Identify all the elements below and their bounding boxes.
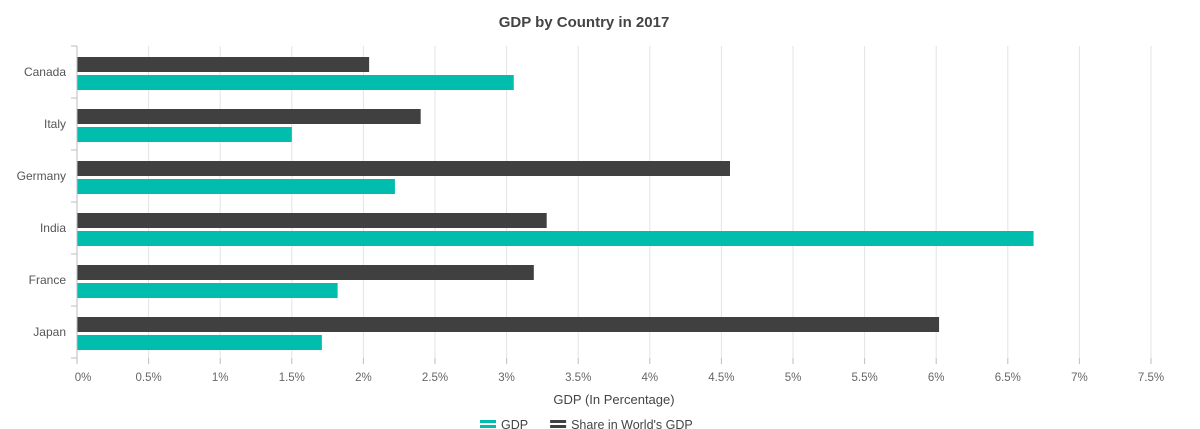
x-tick-label: 7.5% [1138,372,1164,384]
legend-swatch [480,425,496,428]
category-label: Germany [17,169,66,183]
bar-india-share [77,213,547,228]
chart-title: GDP by Country in 2017 [499,14,670,31]
legend-label: GDP [501,418,528,429]
bar-italy-share [77,109,421,124]
category-label: Canada [24,65,66,79]
legend-item: Share in World's GDP [550,418,693,429]
bar-germany-gdp [77,179,395,194]
category-label: Japan [33,325,66,339]
category-labels: Canada Italy Germany India France Japan [17,65,67,339]
x-tick-label: 5% [785,372,802,384]
legend-swatch [480,420,496,423]
x-tick-label: 4.5% [708,372,734,384]
category-label: Italy [44,117,66,131]
category-label: France [29,273,67,287]
axes [71,45,1152,364]
x-tick-label: 7% [1071,372,1088,384]
x-tick-label: 5.5% [851,372,877,384]
category-label: India [40,221,66,235]
legend: GDP Share in World's GDP [480,418,693,429]
bar-india-gdp [77,231,1034,246]
x-axis-title: GDP (In Percentage) [553,392,674,407]
x-tick-label: 2.5% [422,372,448,384]
x-tick-labels: 0% 0.5% 1% 1.5% 2% 2.5% 3% 3.5% 4% 4.5% 5% 5.5% 6% 6.… [75,372,1164,384]
x-tick-label: 6% [928,372,945,384]
bar-canada-share [77,57,370,72]
legend-label: Share in World's GDP [571,418,693,429]
x-tick-label: 1.5% [279,372,305,384]
x-tick-label: 4% [641,372,658,384]
legend-swatch [550,420,567,423]
x-tick-label: 1% [212,372,229,384]
bar-france-share [77,265,534,280]
x-tick-label: 0% [75,372,92,384]
bar-france-gdp [77,283,338,298]
grid-lines [148,46,1152,358]
bar-japan-share [77,317,940,332]
bar-italy-gdp [77,127,292,142]
x-tick-label: 3.5% [565,372,591,384]
bar-germany-share [77,161,730,176]
bar-japan-gdp [77,335,322,350]
bars [77,57,1034,350]
x-tick-label: 3% [498,372,515,384]
x-tick-label: 2% [355,372,372,384]
bar-canada-gdp [77,75,514,90]
x-tick-label: 0.5% [135,372,161,384]
legend-swatch [550,425,567,428]
legend-item: GDP [480,418,528,429]
x-tick-label: 6.5% [995,372,1021,384]
